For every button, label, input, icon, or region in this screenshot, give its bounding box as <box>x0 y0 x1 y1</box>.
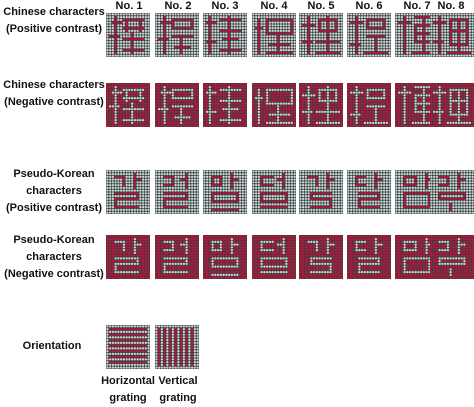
column-header-2: No. 2 <box>155 0 201 12</box>
row-label-line: characters <box>0 249 108 266</box>
column-header-4: No. 4 <box>251 0 297 12</box>
stimulus-tile-chinese-negative-2 <box>155 83 199 127</box>
row-label-korean-positive: Pseudo-Korean characters (Positive contr… <box>0 166 108 217</box>
stimulus-tile-korean-negative-1 <box>106 235 150 279</box>
row-label-line: characters <box>0 183 108 200</box>
stimulus-tile-chinese-negative-6 <box>347 83 391 127</box>
column-header-1: No. 1 <box>106 0 152 12</box>
stimulus-tile-korean-negative-8 <box>430 235 474 279</box>
stimulus-tile-korean-positive-2 <box>155 170 199 214</box>
stimulus-tile-korean-negative-5 <box>299 235 343 279</box>
stimulus-tile-korean-positive-4 <box>252 170 296 214</box>
stimulus-tile-chinese-positive-6 <box>347 13 391 57</box>
stimulus-tile-chinese-positive-2 <box>155 13 199 57</box>
caption-line: grating <box>150 390 206 407</box>
stimulus-tile-korean-positive-8 <box>430 170 474 214</box>
stimulus-tile-korean-positive-1 <box>106 170 150 214</box>
row-label-line: (Positive contrast) <box>0 200 108 217</box>
orientation-label: Orientation <box>0 338 104 355</box>
stimulus-tile-korean-negative-6 <box>347 235 391 279</box>
column-header-3: No. 3 <box>202 0 248 12</box>
stimulus-tile-korean-positive-3 <box>203 170 247 214</box>
row-label-line: Chinese characters <box>0 4 108 21</box>
row-label-line: Pseudo-Korean <box>0 166 108 183</box>
stimulus-tile-korean-positive-5 <box>299 170 343 214</box>
stimulus-tile-chinese-negative-8 <box>430 83 474 127</box>
column-header-5: No. 5 <box>298 0 344 12</box>
row-label-line: Chinese characters <box>0 77 108 94</box>
column-header-6: No. 6 <box>346 0 392 12</box>
row-label-line: (Negative contrast) <box>0 94 108 111</box>
row-label-line: Pseudo-Korean <box>0 232 108 249</box>
stimulus-tile-chinese-positive-1 <box>106 13 150 57</box>
column-header-8: No. 8 <box>428 0 474 12</box>
row-label-chinese-positive: Chinese characters (Positive contrast) <box>0 4 108 38</box>
caption-line: Vertical <box>150 373 206 390</box>
row-label-line: (Negative contrast) <box>0 266 108 283</box>
stimulus-tile-chinese-negative-3 <box>203 83 247 127</box>
stimulus-tile-chinese-negative-1 <box>106 83 150 127</box>
vertical-grating-stimulus <box>155 325 199 369</box>
stimulus-tile-korean-positive-6 <box>347 170 391 214</box>
stimulus-tile-chinese-positive-5 <box>299 13 343 57</box>
stimulus-tile-chinese-positive-4 <box>252 13 296 57</box>
stimulus-tile-chinese-positive-3 <box>203 13 247 57</box>
horizontal-grating-stimulus <box>106 325 150 369</box>
vertical-grating-caption: Vertical grating <box>150 373 206 407</box>
stimulus-tile-chinese-positive-8 <box>430 13 474 57</box>
stimulus-tile-korean-negative-4 <box>252 235 296 279</box>
stimulus-tile-korean-negative-2 <box>155 235 199 279</box>
stimulus-tile-chinese-negative-4 <box>252 83 296 127</box>
row-label-line: (Positive contrast) <box>0 21 108 38</box>
stimulus-tile-chinese-negative-5 <box>299 83 343 127</box>
row-label-chinese-negative: Chinese characters (Negative contrast) <box>0 77 108 111</box>
stimulus-tile-korean-negative-3 <box>203 235 247 279</box>
row-label-korean-negative: Pseudo-Korean characters (Negative contr… <box>0 232 108 283</box>
